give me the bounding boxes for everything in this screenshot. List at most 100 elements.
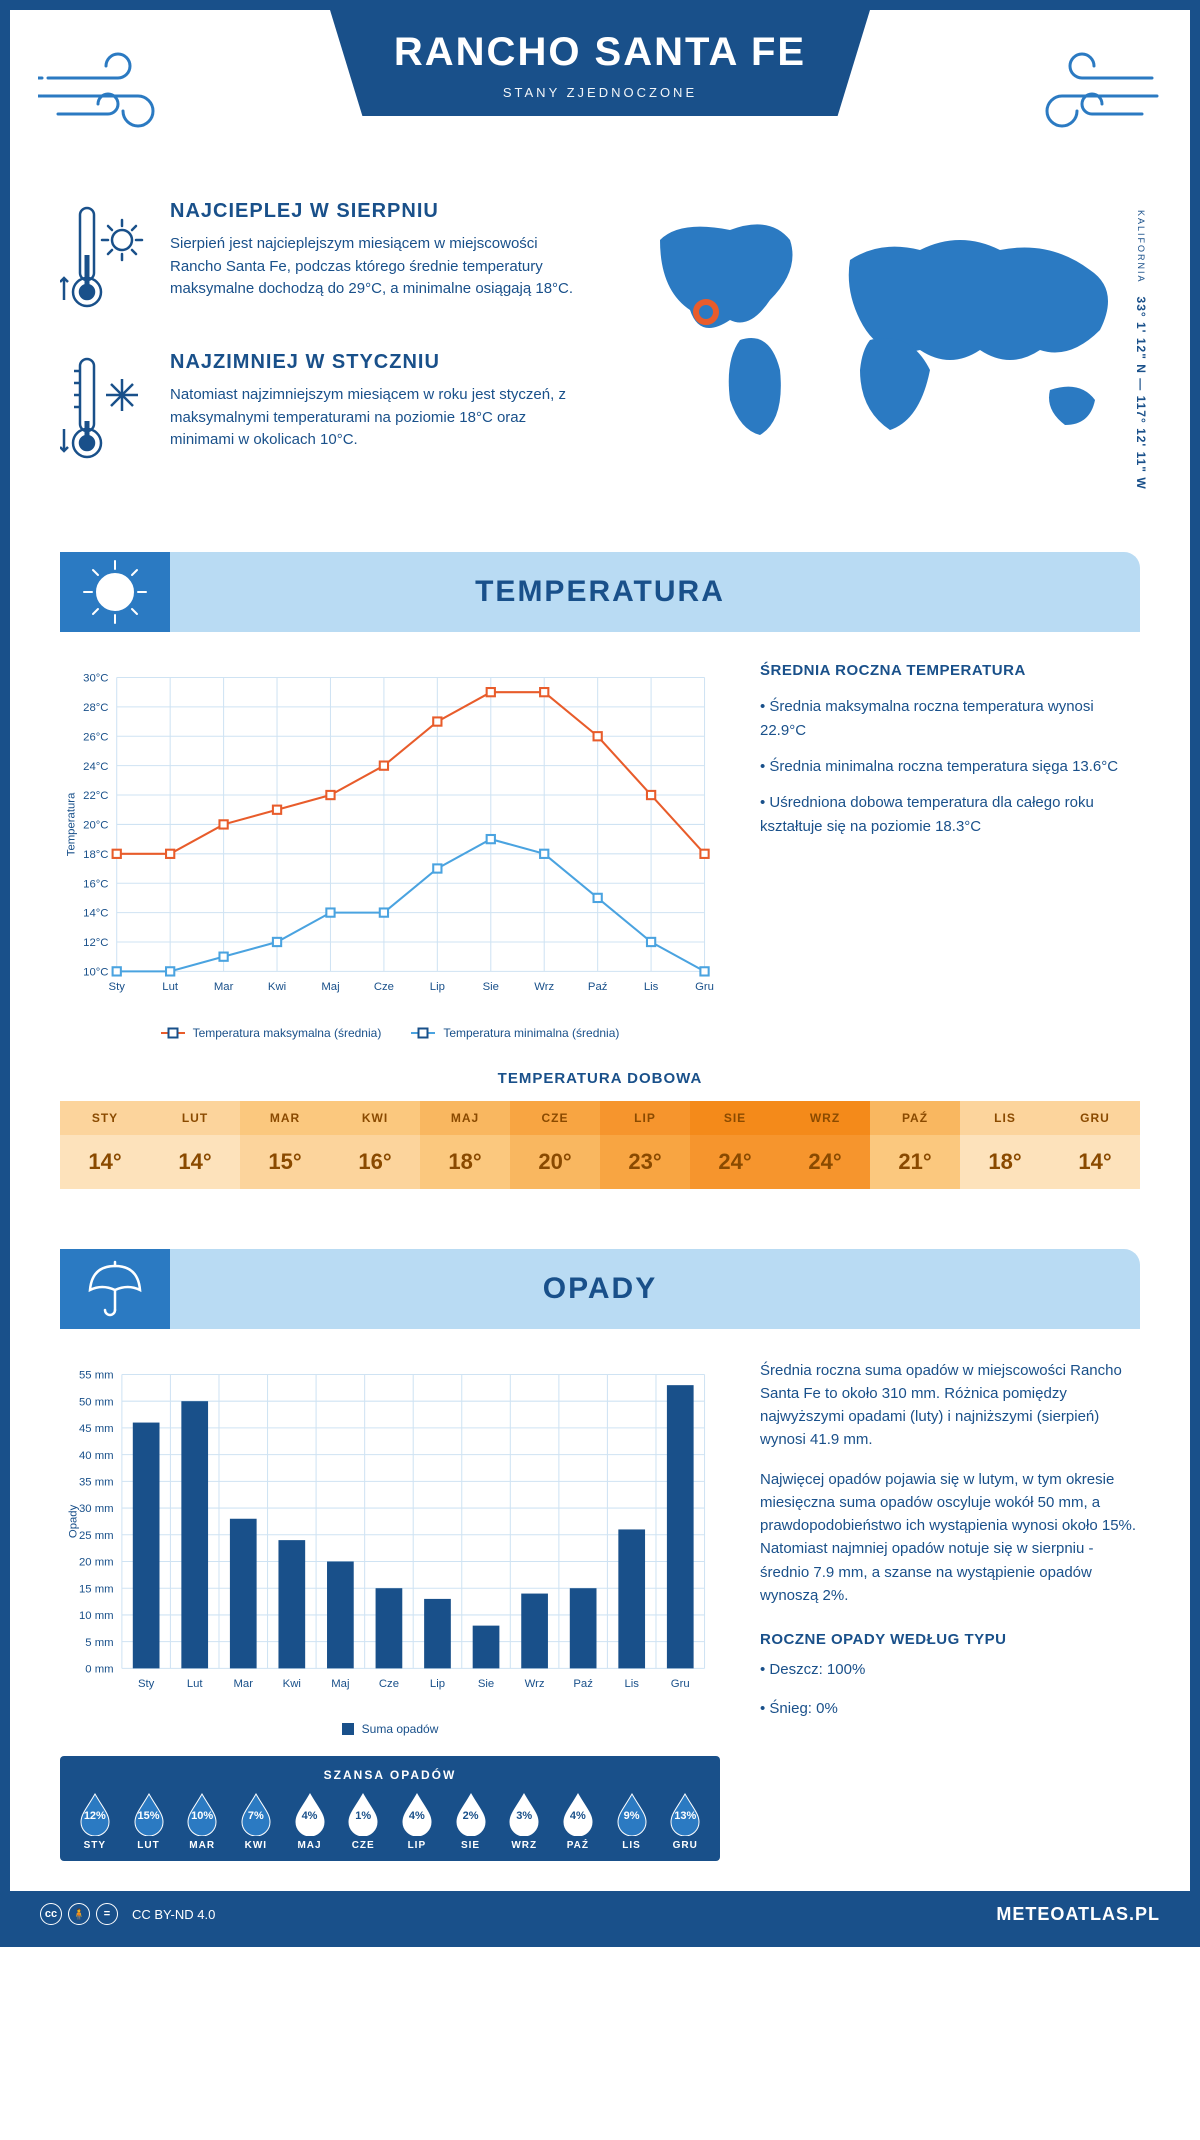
daily-temp-cell: CZE 20° xyxy=(510,1101,600,1189)
svg-text:25 mm: 25 mm xyxy=(79,1530,114,1542)
drop-icon: 15% xyxy=(131,1792,167,1836)
drop-icon: 2% xyxy=(453,1792,489,1836)
svg-text:Temperatura: Temperatura xyxy=(65,792,77,856)
svg-text:Kwi: Kwi xyxy=(268,981,286,993)
daily-temp-cell: PAŹ 21° xyxy=(870,1101,960,1189)
svg-text:30 mm: 30 mm xyxy=(79,1503,114,1515)
chance-cell: 4% MAJ xyxy=(283,1792,337,1851)
page-subtitle: STANY ZJEDNOCZONE xyxy=(330,85,870,100)
precip-legend: Suma opadów xyxy=(60,1722,720,1736)
daily-temp-cell: LIP 23° xyxy=(600,1101,690,1189)
cc-icon: cc xyxy=(40,1903,62,1925)
svg-text:35 mm: 35 mm xyxy=(79,1476,114,1488)
temp-bullet: • Średnia minimalna roczna temperatura s… xyxy=(760,755,1140,779)
precip-para: Średnia roczna suma opadów w miejscowośc… xyxy=(760,1359,1140,1452)
svg-text:Lis: Lis xyxy=(624,1678,639,1690)
precip-title: OPADY xyxy=(543,1272,657,1306)
svg-text:Paź: Paź xyxy=(588,981,608,993)
precip-section-bar: OPADY xyxy=(60,1249,1140,1329)
svg-text:10 mm: 10 mm xyxy=(79,1610,114,1622)
daily-temp-title: TEMPERATURA DOBOWA xyxy=(60,1070,1140,1087)
daily-temp-cell: STY 14° xyxy=(60,1101,150,1189)
svg-text:Sty: Sty xyxy=(109,981,126,993)
thermometer-hot-icon xyxy=(60,200,150,325)
svg-text:Lut: Lut xyxy=(162,981,179,993)
daily-temp-cell: SIE 24° xyxy=(690,1101,780,1189)
svg-text:Kwi: Kwi xyxy=(283,1678,301,1690)
svg-text:20°C: 20°C xyxy=(83,820,108,832)
hottest-block: NAJCIEPLEJ W SIERPNIU Sierpień jest najc… xyxy=(60,200,580,325)
title-banner: RANCHO SANTA FE STANY ZJEDNOCZONE xyxy=(330,10,870,116)
svg-text:28°C: 28°C xyxy=(83,702,108,714)
precip-types-title: ROCZNE OPADY WEDŁUG TYPU xyxy=(760,1631,1140,1648)
svg-text:5 mm: 5 mm xyxy=(85,1636,113,1648)
world-map: KALIFORNIA 33° 1' 12" N — 117° 12' 11" W xyxy=(620,200,1140,502)
legend-min: Temperatura minimalna (średnia) xyxy=(443,1026,619,1040)
chance-cell: 2% SIE xyxy=(444,1792,498,1851)
chance-cell: 1% CZE xyxy=(336,1792,390,1851)
umbrella-icon xyxy=(60,1249,170,1329)
svg-text:Cze: Cze xyxy=(374,981,394,993)
line-chart-svg: 10°C12°C14°C16°C18°C20°C22°C24°C26°C28°C… xyxy=(60,662,720,1013)
svg-text:Sty: Sty xyxy=(138,1678,155,1690)
temperature-section-bar: TEMPERATURA xyxy=(60,552,1140,632)
svg-text:12°C: 12°C xyxy=(83,937,108,949)
svg-text:Wrz: Wrz xyxy=(534,981,554,993)
page-title: RANCHO SANTA FE xyxy=(330,30,870,75)
svg-text:10°C: 10°C xyxy=(83,967,108,979)
svg-text:Gru: Gru xyxy=(695,981,714,993)
daily-temp-cell: KWI 16° xyxy=(330,1101,420,1189)
temp-bullet: • Uśredniona dobowa temperatura dla całe… xyxy=(760,791,1140,839)
daily-temp-cell: WRZ 24° xyxy=(780,1101,870,1189)
precip-content: 0 mm5 mm10 mm15 mm20 mm25 mm30 mm35 mm40… xyxy=(10,1359,1190,1892)
wind-icon xyxy=(1012,38,1162,148)
chance-cell: 15% LUT xyxy=(122,1792,176,1851)
chance-cell: 3% WRZ xyxy=(497,1792,551,1851)
map-svg xyxy=(620,200,1140,460)
svg-text:Sie: Sie xyxy=(483,981,499,993)
chance-cell: 12% STY xyxy=(68,1792,122,1851)
precip-legend-label: Suma opadów xyxy=(362,1722,439,1736)
drop-icon: 10% xyxy=(184,1792,220,1836)
daily-temp-grid: STY 14° LUT 14° MAR 15° KWI 16° MAJ 18° … xyxy=(60,1101,1140,1189)
svg-text:Lut: Lut xyxy=(187,1678,204,1690)
precip-left: 0 mm5 mm10 mm15 mm20 mm25 mm30 mm35 mm40… xyxy=(60,1359,720,1862)
chance-title: SZANSA OPADÓW xyxy=(68,1768,712,1782)
svg-text:Maj: Maj xyxy=(321,981,339,993)
svg-text:26°C: 26°C xyxy=(83,731,108,743)
bar-chart-svg: 0 mm5 mm10 mm15 mm20 mm25 mm30 mm35 mm40… xyxy=(60,1359,720,1710)
drop-icon: 13% xyxy=(667,1792,703,1836)
svg-text:40 mm: 40 mm xyxy=(79,1449,114,1461)
sun-icon xyxy=(60,552,170,632)
chance-row: 12% STY 15% LUT 10% MAR 7% KWI 4 xyxy=(68,1792,712,1851)
daily-temperature: TEMPERATURA DOBOWA STY 14° LUT 14° MAR 1… xyxy=(10,1070,1190,1229)
coordinates: KALIFORNIA 33° 1' 12" N — 117° 12' 11" W xyxy=(1134,210,1148,490)
by-icon: 🧍 xyxy=(68,1903,90,1925)
chance-cell: 9% LIS xyxy=(605,1792,659,1851)
svg-text:Maj: Maj xyxy=(331,1678,349,1690)
drop-icon: 1% xyxy=(345,1792,381,1836)
chance-cell: 13% GRU xyxy=(658,1792,712,1851)
license-icons: cc 🧍 = CC BY-ND 4.0 xyxy=(40,1903,215,1925)
chance-cell: 4% PAŹ xyxy=(551,1792,605,1851)
drop-icon: 12% xyxy=(77,1792,113,1836)
drop-icon: 4% xyxy=(560,1792,596,1836)
svg-text:Opady: Opady xyxy=(68,1504,80,1538)
drop-icon: 4% xyxy=(399,1792,435,1836)
daily-temp-cell: LIS 18° xyxy=(960,1101,1050,1189)
coldest-block: NAJZIMNIEJ W STYCZNIU Natomiast najzimni… xyxy=(60,351,580,476)
svg-text:18°C: 18°C xyxy=(83,849,108,861)
daily-temp-cell: GRU 14° xyxy=(1050,1101,1140,1189)
svg-text:Mar: Mar xyxy=(234,1678,254,1690)
hottest-title: NAJCIEPLEJ W SIERPNIU xyxy=(170,200,580,223)
svg-text:Lip: Lip xyxy=(430,1678,445,1690)
coords-value: 33° 1' 12" N — 117° 12' 11" W xyxy=(1134,297,1148,490)
svg-text:24°C: 24°C xyxy=(83,761,108,773)
svg-text:15 mm: 15 mm xyxy=(79,1583,114,1595)
svg-text:Lip: Lip xyxy=(430,981,445,993)
precip-chance: SZANSA OPADÓW 12% STY 15% LUT 10% MAR 7% xyxy=(60,1756,720,1861)
intro-text: NAJCIEPLEJ W SIERPNIU Sierpień jest najc… xyxy=(60,200,580,502)
drop-icon: 7% xyxy=(238,1792,274,1836)
nd-icon: = xyxy=(96,1903,118,1925)
daily-temp-cell: LUT 14° xyxy=(150,1101,240,1189)
